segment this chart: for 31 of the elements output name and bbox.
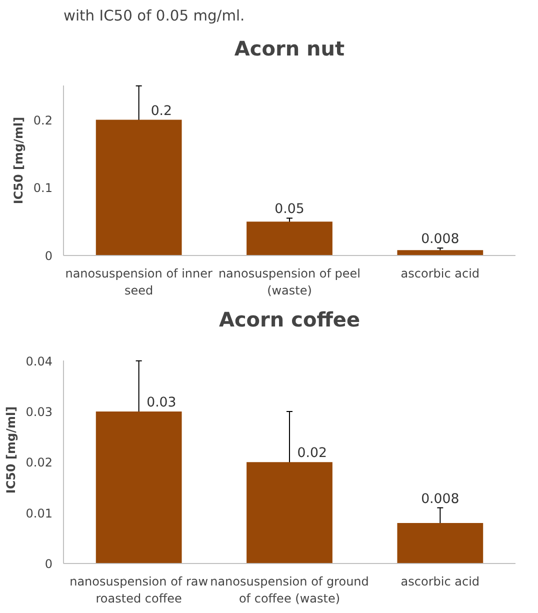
y-tick-label: 0.03 xyxy=(26,404,52,419)
y-tick-label: 0 xyxy=(44,557,53,571)
x-tick-label: nanosuspension of inner seed xyxy=(65,266,213,298)
chart-title: Acorn coffee xyxy=(218,308,360,332)
bar xyxy=(246,462,332,564)
y-tick-label: 0 xyxy=(44,249,53,263)
y-tick-label: 0.04 xyxy=(26,354,52,368)
bar xyxy=(96,411,182,564)
bar xyxy=(397,522,484,564)
x-tick-label: nanosuspension of ground of coffee (waste) xyxy=(210,574,369,606)
bar xyxy=(397,250,484,256)
data-label: 0.02 xyxy=(297,446,327,462)
data-label: 0.008 xyxy=(421,492,460,507)
data-label: 0.05 xyxy=(274,202,304,218)
x-tick-label: ascorbic acid xyxy=(400,266,480,280)
y-tick-label: 0.2 xyxy=(33,113,53,128)
y-tick-label: 0.1 xyxy=(33,181,53,196)
x-tick-label: ascorbic acid xyxy=(400,574,480,588)
y-axis-title: IC50 [mg/ml] xyxy=(4,406,18,494)
y-tick-label: 0.02 xyxy=(26,456,52,470)
data-label: 0.03 xyxy=(146,395,176,410)
y-tick-label: 0.01 xyxy=(26,506,52,520)
bar xyxy=(96,120,182,256)
data-label: 0.008 xyxy=(421,232,460,248)
text: with IC50 of 0.05 mg/ml. xyxy=(64,8,245,24)
bar xyxy=(246,222,332,256)
y-axis-title: IC50 [mg/ml] xyxy=(11,116,26,204)
x-tick-label: nanosuspension of raw roasted coffee xyxy=(70,574,208,606)
data-label: 0.2 xyxy=(150,104,172,119)
x-tick-label: nanosuspension of peel (waste) xyxy=(218,266,361,298)
chart-title: Acorn nut xyxy=(234,36,346,60)
